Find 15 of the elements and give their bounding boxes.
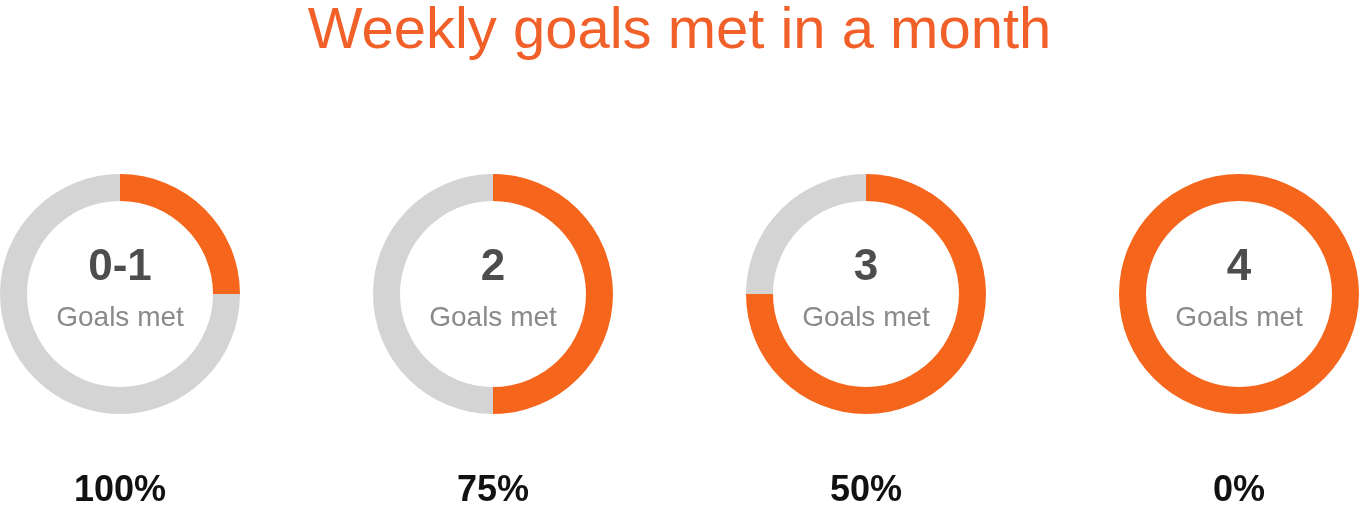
text: 50%	[829, 468, 903, 509]
text: 100%	[73, 468, 167, 509]
text: 3	[853, 240, 879, 289]
text: Goals met	[429, 301, 558, 332]
donut-slice	[746, 174, 986, 414]
text: Goals met	[1175, 301, 1304, 332]
text: Goals met	[802, 301, 931, 332]
text: Weekly goals met in a month	[307, 0, 1052, 60]
text: 75%	[456, 468, 530, 509]
text: 2	[480, 240, 506, 289]
donut-slice	[0, 174, 240, 414]
text: 0-1	[88, 240, 152, 289]
text: Goals met	[56, 301, 185, 332]
text: 4	[1226, 240, 1252, 289]
text: 0%	[1212, 468, 1266, 509]
